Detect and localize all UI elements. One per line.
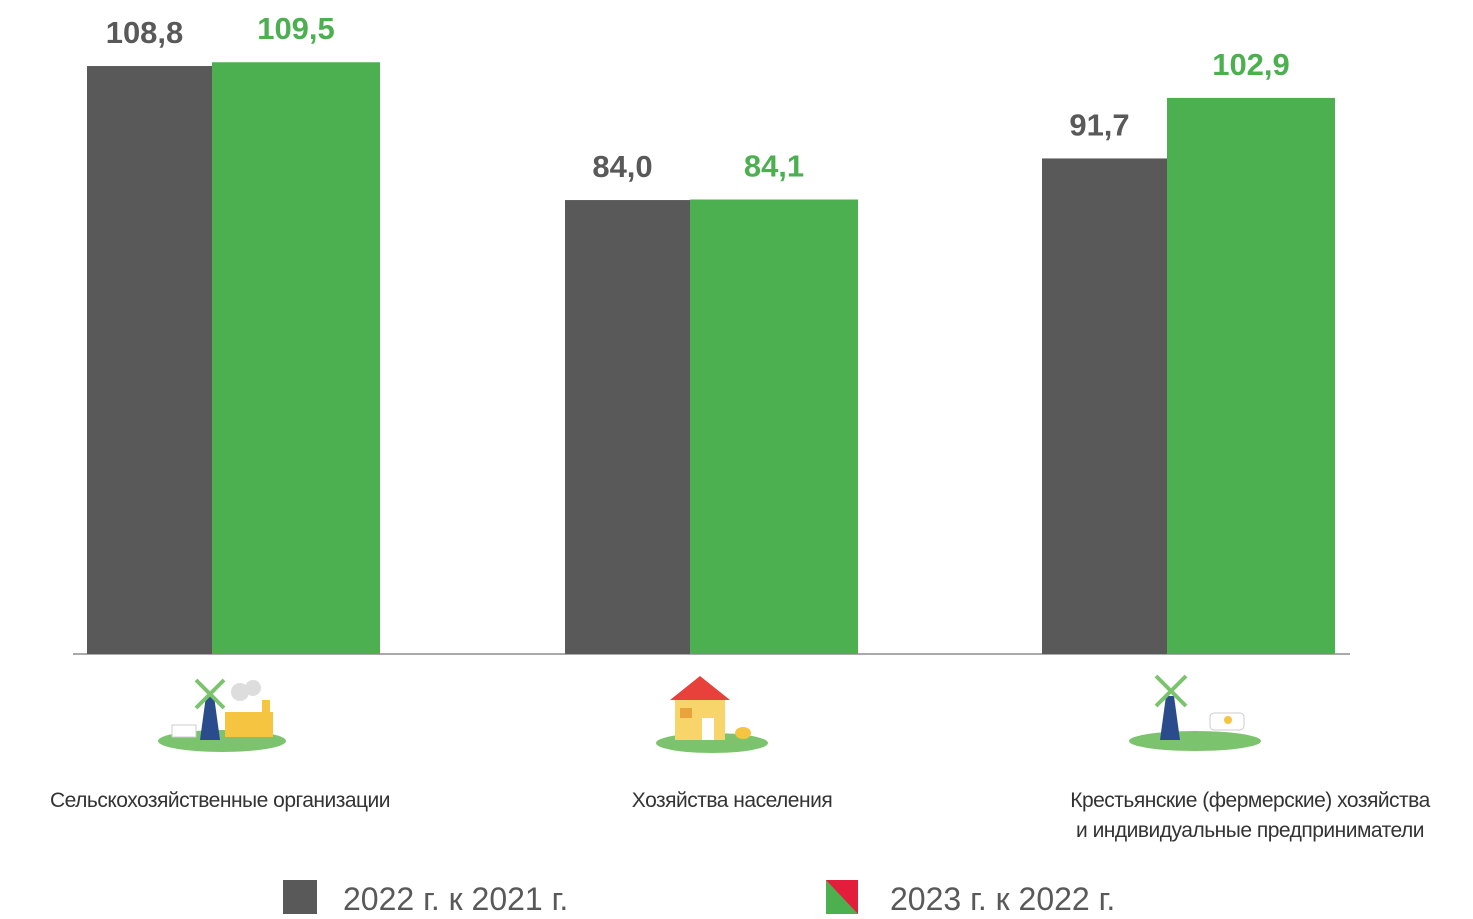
- category-label: Крестьянские (фермерские) хозяйства и ин…: [1070, 789, 1430, 842]
- icon-farmer: [1129, 674, 1261, 751]
- legend-label: 2022 г. к 2021 г.: [343, 881, 569, 917]
- legend-swatch: [283, 880, 317, 914]
- value-label: 84,0: [592, 149, 652, 184]
- legend-item: 2022 г. к 2021 г.: [283, 880, 568, 918]
- bar: [690, 199, 858, 654]
- bar: [565, 200, 690, 655]
- category-label: Сельскохозяйственные организации: [49, 789, 391, 812]
- legend-item: 2023 г. к 2022 г.: [826, 880, 1115, 918]
- bar: [1167, 97, 1335, 654]
- legend-label: 2023 г. к 2022 г.: [890, 881, 1116, 917]
- icon-farm-org: [158, 678, 286, 752]
- bar: [212, 62, 380, 654]
- value-label: 108,8: [106, 15, 184, 50]
- value-label: 109,5: [257, 11, 335, 46]
- icon-household: [656, 676, 768, 753]
- bar: [87, 66, 212, 654]
- value-label: 84,1: [744, 149, 804, 184]
- value-label: 102,9: [1212, 47, 1290, 82]
- legend-swatch: [826, 880, 858, 914]
- value-label: 91,7: [1069, 107, 1129, 142]
- bar: [1042, 158, 1167, 654]
- category-label: Хозяйства населения: [631, 789, 833, 812]
